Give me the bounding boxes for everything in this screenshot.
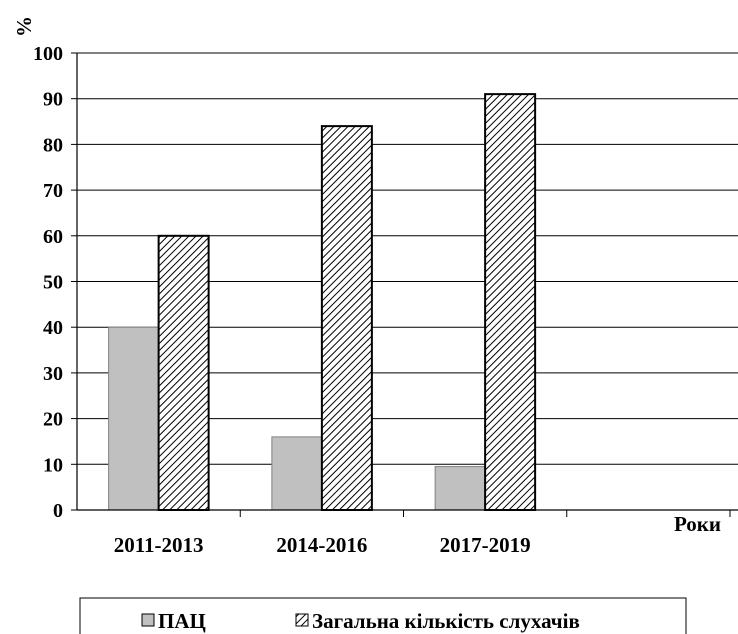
legend-swatch	[141, 613, 155, 627]
bar	[271, 436, 323, 511]
y-tick-label: 20	[43, 409, 63, 431]
x-tick-label: 2014-2016	[276, 533, 367, 557]
bar	[108, 326, 160, 511]
bars	[108, 93, 537, 512]
y-tick-label: 80	[43, 134, 63, 156]
bar	[320, 125, 373, 512]
bar	[157, 234, 210, 512]
axes	[71, 52, 738, 517]
legend-label: Загальна кількість слухачів	[312, 609, 580, 633]
x-tick-label: 2017-2019	[440, 533, 531, 557]
bar	[434, 466, 486, 511]
bar	[484, 93, 537, 511]
x-axis-label: Роки	[674, 512, 721, 536]
y-tick-label: 0	[53, 500, 63, 522]
y-tick-label: 90	[43, 89, 63, 111]
y-tick-label: 70	[43, 180, 63, 202]
x-tick-label: 2011-2013	[114, 533, 204, 557]
legend: ПАЦ Загальна кількість слухачів	[79, 597, 687, 634]
x-tick-labels: 2011-2013 2014-2016 2017-2019	[114, 533, 531, 557]
legend-swatch	[295, 613, 309, 627]
y-tick-label: 10	[43, 454, 63, 476]
y-tick-label: 100	[33, 43, 63, 65]
legend-box	[79, 597, 687, 634]
legend-label: ПАЦ	[158, 609, 206, 633]
y-axis-label: %	[12, 16, 36, 37]
y-tick-labels: 0 10 20 30 40 50 60 70 80 90 100	[33, 43, 63, 522]
y-tick-label: 40	[43, 317, 63, 339]
y-tick-label: 50	[43, 272, 63, 294]
y-tick-label: 30	[43, 363, 63, 385]
y-tick-label: 60	[43, 226, 63, 248]
